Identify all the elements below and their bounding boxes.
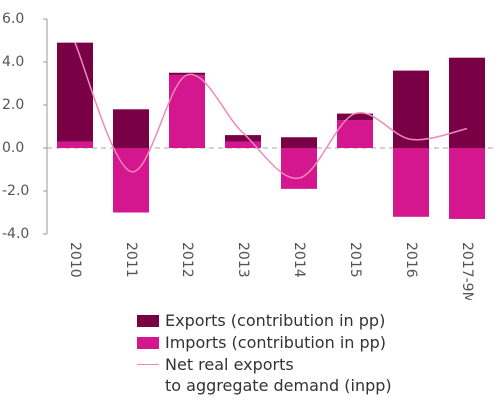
x-tick-label: 2013 <box>235 242 251 278</box>
bar <box>337 113 373 121</box>
line <box>74 42 468 179</box>
bar <box>281 148 317 189</box>
bar <box>449 148 485 219</box>
legend-label: Net real exports to aggregate demand (in… <box>165 355 392 395</box>
bar <box>393 70 429 148</box>
y-tick-label: 4.0 <box>2 54 24 70</box>
y-tick-label: 6.0 <box>2 11 24 27</box>
bar <box>57 42 93 142</box>
y-tick-label: -4.0 <box>2 226 29 242</box>
legend-item: Imports (contribution in pp) <box>137 332 392 354</box>
bar <box>169 74 205 148</box>
legend-label: Imports (contribution in pp) <box>165 333 387 352</box>
legend-swatch <box>137 315 159 327</box>
y-tick-label: 2.0 <box>2 97 24 113</box>
bar <box>113 109 149 148</box>
bar <box>225 135 261 142</box>
legend-swatch <box>137 364 159 365</box>
bar <box>57 141 93 148</box>
legend-item: Exports (contribution in pp) <box>137 310 392 332</box>
bar <box>449 57 485 149</box>
legend-item: Net real exports to aggregate demand (in… <box>137 354 392 395</box>
x-tick-label: 2014 <box>291 242 307 278</box>
x-tick-label: 2011 <box>123 242 139 278</box>
x-tick-label: 2015 <box>347 242 363 278</box>
chart: -4.0 -2.0 0.0 2.0 4.0 6.0 2010 2011 2012 2013 2014… <box>2 11 495 304</box>
bar <box>393 148 429 217</box>
y-tick-label: 0.0 <box>2 140 24 156</box>
bar <box>169 72 205 75</box>
bar <box>337 120 373 148</box>
x-tick-label: 2017-9M <box>459 242 475 300</box>
legend-label: Exports (contribution in pp) <box>165 311 386 330</box>
bar <box>225 141 261 148</box>
bar <box>281 137 317 148</box>
x-tick-label: 2010 <box>67 242 83 278</box>
x-tick-label: 2012 <box>179 242 195 278</box>
legend: Exports (contribution in pp) Imports (con… <box>137 310 392 395</box>
legend-swatch <box>137 337 159 349</box>
x-tick-label: 2016 <box>403 242 419 278</box>
y-tick-label: -2.0 <box>2 183 29 199</box>
